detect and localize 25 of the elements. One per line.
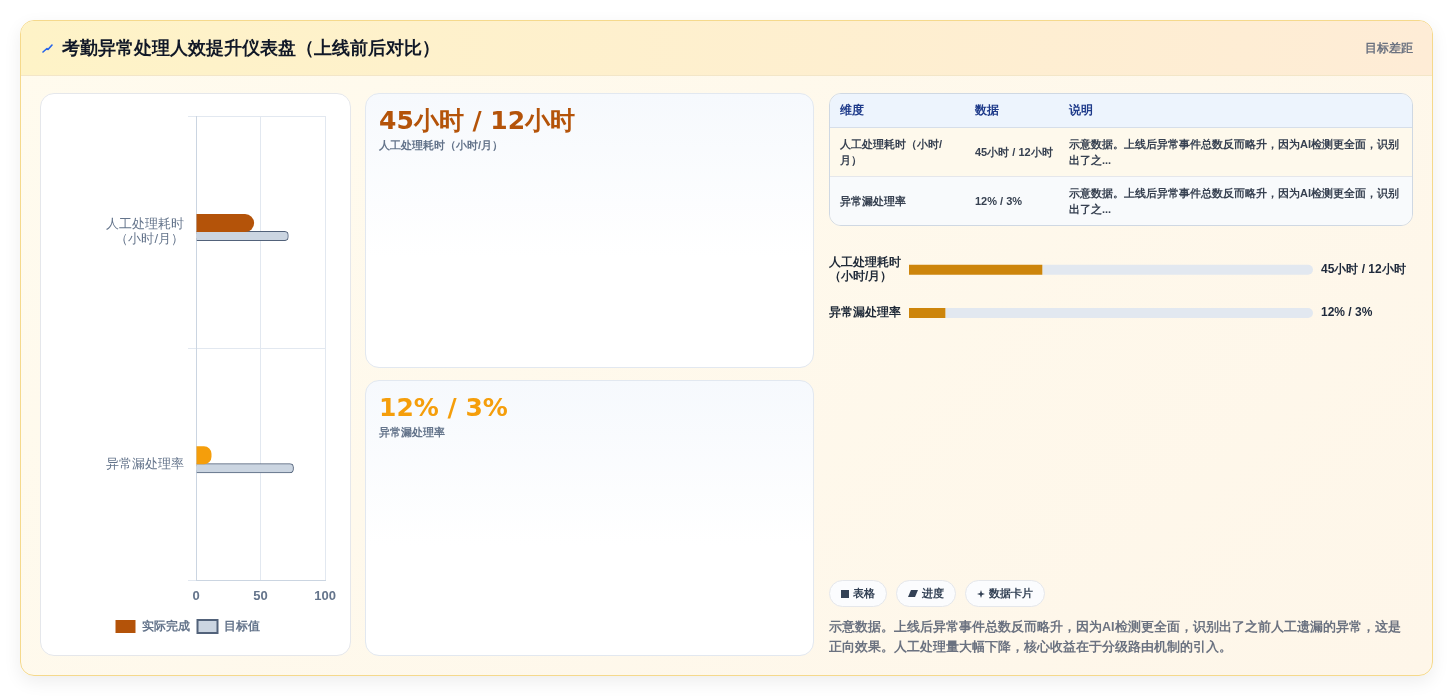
category-label: 表格	[853, 586, 875, 601]
category-label: 维度	[830, 94, 965, 128]
text: 45小时 / 12小时	[965, 127, 1059, 177]
legend-label: 目标值	[223, 618, 260, 633]
text: 示意数据。上线后异常事件总数反而略升，因为AI检测更全面，识别出了之...	[1059, 127, 1412, 177]
text: 12% / 3%	[965, 176, 1059, 225]
text: 12% / 3%	[379, 393, 509, 423]
category-label: 数据	[965, 94, 1059, 128]
bar	[196, 214, 255, 233]
text: 45小时 / 12小时	[1321, 262, 1406, 277]
text: 12% / 3%	[1321, 305, 1373, 320]
category-label: 数据卡片	[989, 586, 1033, 601]
text: 示意数据。上线后异常事件总数反而略升，因为AI检测更全面，识别出了之前人工遗漏的异常，这是正向效果。人工处理量大幅下降，核心收益在于分级路由机制的引入。	[829, 619, 1402, 656]
category-label: 说明	[1059, 94, 1412, 128]
legend-label: 实际完成	[141, 618, 190, 633]
text: 考勤异常处理人效提升仪表盘（上线前后对比）	[62, 37, 440, 60]
text: 异常漏处理率	[379, 425, 446, 440]
x-tick-label: 50	[253, 587, 268, 603]
text: 示意数据。上线后异常事件总数反而略升，因为AI检测更全面，识别出了之...	[1059, 176, 1412, 225]
text: 45小时 / 12小时	[379, 106, 577, 136]
category-label: 进度	[922, 586, 944, 601]
x-tick-label: 0	[192, 587, 200, 603]
x-tick-label: 100	[314, 587, 337, 603]
text: 目标差距	[1365, 40, 1413, 57]
text: 人工处理耗时（小时/月）	[379, 138, 505, 153]
